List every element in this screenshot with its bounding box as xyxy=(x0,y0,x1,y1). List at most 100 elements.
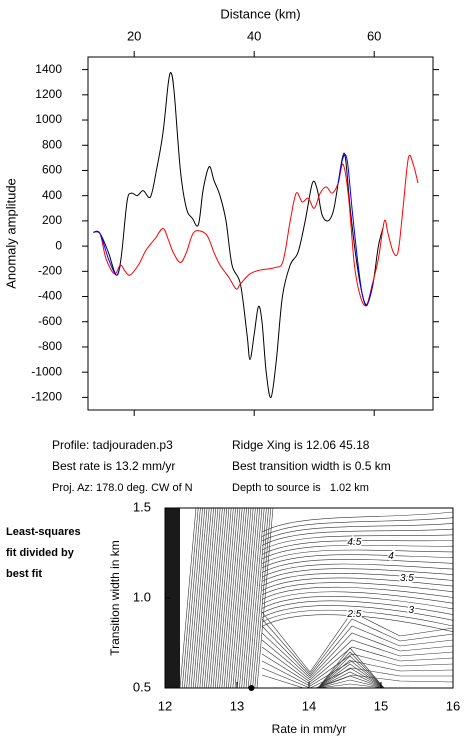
y-tick-label: 1200 xyxy=(35,87,62,101)
contour-line xyxy=(247,508,265,688)
contour-line xyxy=(245,508,263,688)
side-label: fit divided by xyxy=(6,547,75,559)
contour-line xyxy=(203,508,221,688)
contour-line xyxy=(261,609,453,627)
contour-line xyxy=(208,508,225,688)
y-tick-label: 400 xyxy=(42,188,62,202)
contour-line xyxy=(217,508,234,688)
contour-line xyxy=(225,508,243,688)
y-axis-title: Transition width in km xyxy=(108,540,122,656)
y-tick-label: 0 xyxy=(55,238,62,252)
contour-line xyxy=(261,559,453,573)
contour-line xyxy=(181,508,199,688)
contour-line xyxy=(261,572,453,587)
contour-line xyxy=(317,671,385,688)
x-tick-label: 15 xyxy=(374,698,388,713)
x-axis-title: Rate in mm/yr xyxy=(272,722,347,736)
contour-line xyxy=(261,618,453,675)
y-tick-label: 200 xyxy=(42,213,62,227)
contour-line xyxy=(261,586,453,600)
x-tick-label: 20 xyxy=(127,28,141,43)
y-tick-label: 1.0 xyxy=(133,589,151,604)
contour-line xyxy=(184,508,201,688)
x-tick-label: 40 xyxy=(247,28,261,43)
contour-line xyxy=(261,511,453,533)
contour-line xyxy=(261,639,453,681)
contour-line xyxy=(261,554,453,569)
contour-line xyxy=(186,508,203,688)
contour-line xyxy=(317,679,385,688)
contour-line xyxy=(261,544,453,560)
contour-line xyxy=(221,508,239,688)
y-tick-label: 0.5 xyxy=(133,679,151,694)
contour-line xyxy=(188,508,206,688)
x-tick-label: 16 xyxy=(446,698,460,713)
contour-line xyxy=(261,549,453,564)
contour-line xyxy=(261,582,453,596)
contour-line xyxy=(192,508,210,688)
contour-line xyxy=(261,577,453,591)
plot-frame xyxy=(164,507,454,689)
contour-line xyxy=(228,508,245,688)
contour-line xyxy=(234,508,252,688)
y-tick-label: 800 xyxy=(42,137,62,151)
y-tick-label: -1000 xyxy=(31,364,62,378)
contour-line xyxy=(261,517,453,537)
contour-line xyxy=(252,508,269,688)
contour-line xyxy=(201,508,219,688)
y-tick-label: 1400 xyxy=(35,62,62,76)
contour-line xyxy=(261,568,453,582)
plot-area xyxy=(93,71,419,398)
profile-line xyxy=(93,154,419,307)
side-label: best fit xyxy=(6,568,42,580)
contour-line xyxy=(261,674,453,688)
contour-line xyxy=(261,534,453,551)
contour-label: 4 xyxy=(388,551,394,562)
contour-line xyxy=(261,523,453,542)
profile-line xyxy=(93,154,374,307)
info-text: Depth to source is 1.02 km xyxy=(232,482,369,494)
info-text: Ridge Xing is 12.06 45.18 xyxy=(232,438,370,452)
contour-line xyxy=(261,563,453,578)
contour-line xyxy=(261,660,453,687)
x-axis-title: Distance (km) xyxy=(220,6,300,21)
info-text: Best transition width is 0.5 km xyxy=(232,459,391,473)
contour-line xyxy=(250,508,267,688)
contour-line xyxy=(241,508,258,688)
side-label: Least-squares xyxy=(6,526,81,538)
contour-line xyxy=(261,528,453,546)
contour-label: 4.5 xyxy=(347,537,361,548)
x-tick-label: 12 xyxy=(158,698,172,713)
contour-line xyxy=(261,540,453,555)
contour-line xyxy=(261,667,453,688)
y-tick-label: 600 xyxy=(42,163,62,177)
x-tick-label: 14 xyxy=(302,698,316,713)
contour-label: 3 xyxy=(408,605,414,616)
y-tick-label: -400 xyxy=(38,289,62,303)
contour-line xyxy=(239,508,256,688)
contour-line xyxy=(261,591,453,605)
contour-line xyxy=(199,508,217,688)
contour-line xyxy=(317,667,385,688)
contour-label: 3.5 xyxy=(400,573,414,584)
x-tick-label: 13 xyxy=(230,698,244,713)
contour-line xyxy=(261,614,453,632)
contour-line xyxy=(243,508,261,688)
contour-line xyxy=(212,508,230,688)
contour-line xyxy=(179,508,197,688)
contour-line xyxy=(261,605,453,621)
contour-line xyxy=(261,600,453,615)
y-tick-label: -800 xyxy=(38,339,62,353)
contour-line xyxy=(317,683,385,688)
contour-line xyxy=(223,508,241,688)
contour-line xyxy=(261,653,453,685)
contour-line xyxy=(261,596,453,610)
contour-line xyxy=(261,611,453,673)
contour-line xyxy=(214,508,232,688)
contour-line xyxy=(261,625,453,677)
y-tick-label: -1200 xyxy=(31,390,62,404)
contour-label: 2.5 xyxy=(346,609,361,620)
contour-line xyxy=(236,508,254,688)
info-text: Profile: tadjouraden.p3 xyxy=(52,438,173,452)
